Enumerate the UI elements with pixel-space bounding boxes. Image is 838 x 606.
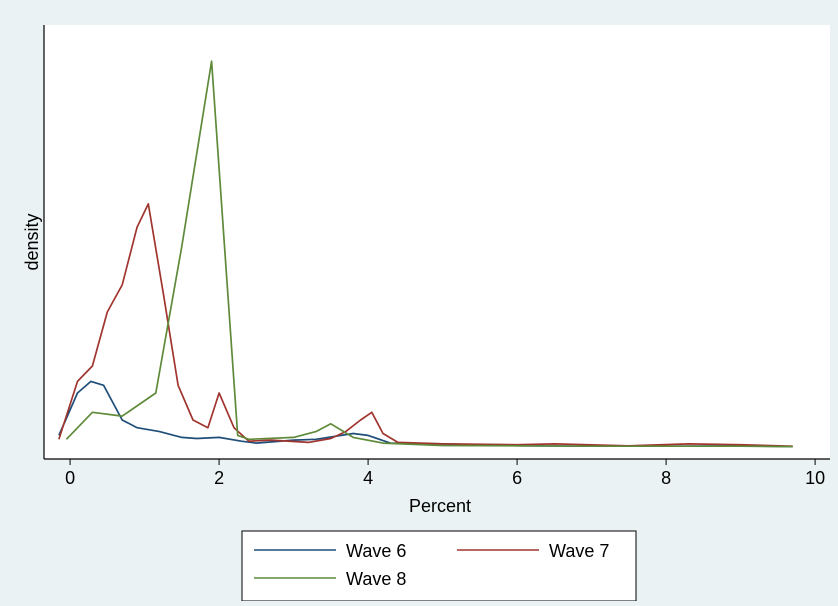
legend: Wave 6 Wave 7 Wave 8 — [241, 530, 637, 602]
legend-label-wave-7: Wave 7 — [549, 541, 609, 561]
x-tick-label: 8 — [661, 468, 671, 488]
series-line-wave-7 — [58, 203, 793, 448]
legend-box — [241, 530, 637, 602]
series-line-wave-8 — [65, 60, 793, 448]
x-tick-label: 0 — [65, 468, 75, 488]
legend-label-wave-6: Wave 6 — [346, 541, 406, 561]
x-tick-label: 10 — [805, 468, 825, 488]
x-ticks: 0 2 4 6 8 10 — [65, 459, 825, 488]
y-axis-label: density — [22, 213, 42, 270]
x-tick-label: 6 — [512, 468, 522, 488]
plot-area — [44, 25, 830, 459]
x-tick-label: 2 — [214, 468, 224, 488]
x-tick-label: 4 — [363, 468, 373, 488]
x-axis-label: Percent — [409, 496, 471, 516]
legend-label-wave-8: Wave 8 — [346, 569, 406, 589]
series-layer — [58, 60, 793, 448]
